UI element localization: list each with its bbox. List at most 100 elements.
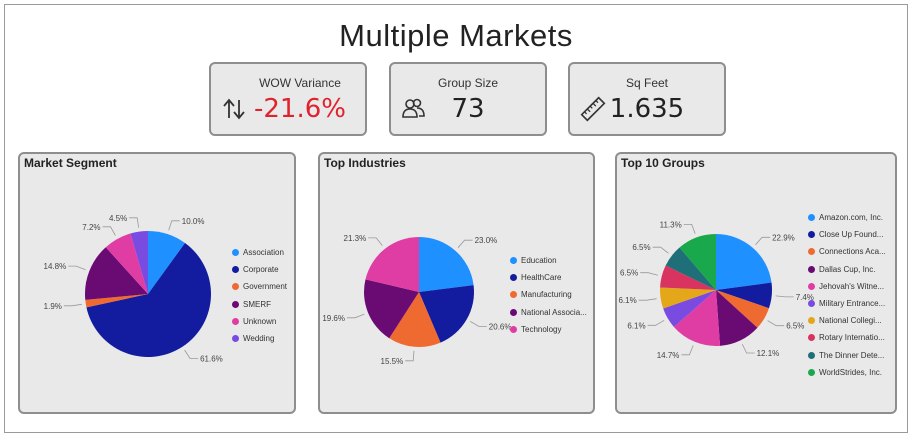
legend-item[interactable]: SMERF [232,296,287,313]
data-label: 19.6% [322,314,345,323]
legend-label: Education [521,256,557,266]
legend-item[interactable]: Unknown [232,313,287,330]
market-segment-pie-chart: 10.0% 61.6% 1.9% 14.8% 7.2% 4.5% [44,214,223,364]
legend-label: National Associa... [521,307,587,317]
page-title: Multiple Markets [339,18,573,53]
leader-line [129,217,139,228]
data-label: 22.9% [772,233,795,242]
legend-label: Dallas Cup, Inc. [819,264,876,274]
pie-slice[interactable] [716,282,772,309]
card-value: 1.635 [609,94,685,124]
legend-marker [808,334,815,342]
legend-marker [808,317,815,325]
leader-line [767,320,785,327]
pie-slice[interactable] [148,231,186,294]
pie-slice[interactable] [85,294,148,308]
top-industries-pie-chart: 23.0% 20.6% 15.5% 19.6% 21.3% [322,234,512,366]
leader-line [652,246,669,254]
pie-slice[interactable] [364,279,419,339]
legend-item[interactable]: National Associa... [510,304,587,321]
sq-feet-card[interactable]: Sq Feet 1.635 [568,62,726,136]
market-segment-panel[interactable]: Market Segment 10.0% 61.6% 1.9% 14.8% 7.2% 4.… [18,152,296,414]
legend-marker [808,351,815,359]
ruler-icon [580,96,606,122]
legend-label: Rotary Internatio... [819,333,885,343]
legend-item[interactable]: Dallas Cup, Inc. [808,261,886,278]
legend-item[interactable]: Corporate [232,261,287,278]
legend-marker [232,300,239,308]
data-label: 4.5% [109,214,127,223]
leader-line [368,237,383,246]
legend-item[interactable]: Connections Aca... [808,243,886,260]
wow-variance-card[interactable]: WOW Variance -21.6% [209,62,367,136]
legend-marker [808,282,815,290]
legend-label: SMERF [243,299,271,309]
legend-item[interactable]: National Collegi... [808,312,886,329]
pie-slice[interactable] [365,237,419,292]
data-label: 1.9% [44,302,62,311]
legend-item[interactable]: The Dinner Dete... [808,347,886,364]
pie-slice[interactable] [663,290,716,327]
group-size-card[interactable]: Group Size 73 [389,62,547,136]
pie-slice[interactable] [660,287,716,309]
top-industries-panel[interactable]: Top Industries 23.0% 20.6% 15.5% 19.6% 21.3%… [318,152,595,414]
chart-title: Top Industries [324,156,406,170]
pie-slice[interactable] [389,292,441,347]
pie-slice[interactable] [419,237,474,292]
data-label: 21.3% [344,234,367,243]
pie-slice[interactable] [86,243,211,357]
legend-item[interactable]: Rotary Internatio... [808,329,886,346]
legend-item[interactable]: Wedding [232,330,287,347]
data-label: 20.6% [489,322,512,331]
pie-slice[interactable] [419,285,475,343]
leader-line [63,303,82,307]
legend-label: Connections Aca... [819,247,886,257]
legend-label: Technology [521,324,562,334]
legend-item[interactable]: Manufacturing [510,286,587,303]
legend-label: National Collegi... [819,316,882,326]
pie-slice[interactable] [665,247,716,290]
legend-item[interactable]: Amazon.com, Inc. [808,209,886,226]
leader-line [775,295,794,298]
leader-line [457,239,473,248]
leader-line [184,349,199,359]
legend-item[interactable]: Association [232,244,287,261]
pie-slice[interactable] [673,290,721,346]
pie-slice[interactable] [660,265,716,290]
data-label: 7.4% [796,293,814,302]
legend-item[interactable]: WorldStrides, Inc. [808,364,886,381]
pie-slice[interactable] [679,234,716,290]
legend-label: Association [243,248,284,258]
legend-item[interactable]: Jehovah's Witne... [808,278,886,295]
legend-item[interactable]: Close Up Found... [808,226,886,243]
pie-slice[interactable] [130,231,148,294]
pie-slice[interactable] [716,290,758,346]
legend-item[interactable]: Military Entrance... [808,295,886,312]
legend-marker [510,308,517,316]
pie-slice[interactable] [105,233,148,295]
leader-line [347,313,365,319]
legend-item[interactable]: Government [232,278,287,295]
leader-line [469,321,487,327]
data-label: 6.1% [627,321,645,330]
leader-line [168,220,180,231]
top-10-groups-panel[interactable]: Top 10 Groups 22.9% 7.4% 6.5% 12.1% 14.7% 6.1… [615,152,897,414]
pie-slice[interactable] [85,247,148,300]
legend-marker [808,248,815,256]
data-label: 6.1% [618,296,636,305]
legend-item[interactable]: HealthCare [510,269,587,286]
legend-marker [510,274,517,282]
legend-marker [808,231,815,239]
pie-slice[interactable] [716,234,772,290]
legend-marker [808,300,815,308]
legend-label: Wedding [243,334,275,344]
card-label: WOW Variance [259,76,341,90]
data-label: 61.6% [200,355,223,364]
legend-marker [510,291,517,299]
data-label: 11.3% [660,220,682,229]
chart-title: Top 10 Groups [621,156,705,170]
leader-line [647,319,665,326]
legend-item[interactable]: Technology [510,321,587,338]
pie-slice[interactable] [716,290,769,328]
legend-item[interactable]: Education [510,252,587,269]
